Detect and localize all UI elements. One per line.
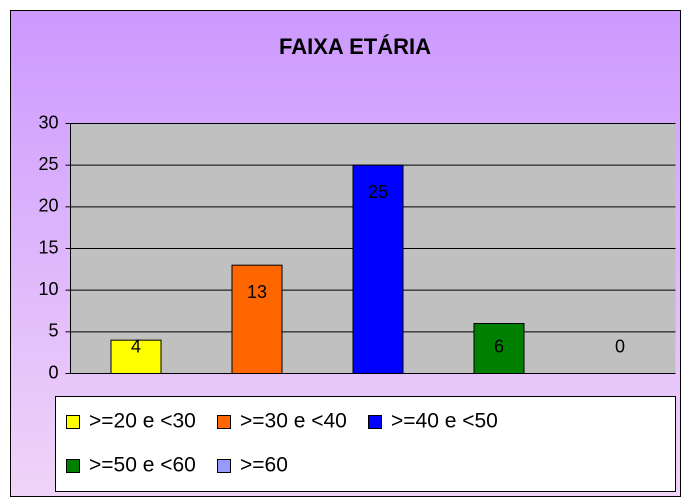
y-tick-label: 5 xyxy=(48,321,58,341)
bar xyxy=(352,164,404,374)
data-label: 4 xyxy=(131,336,141,356)
data-label: 13 xyxy=(247,282,267,302)
legend-swatch xyxy=(368,415,382,429)
y-tick-label: 30 xyxy=(38,112,58,132)
legend-box xyxy=(55,396,676,492)
y-tick-label: 15 xyxy=(38,237,58,257)
bar xyxy=(231,264,283,374)
chart-title: FAIXA ETÁRIA xyxy=(279,34,431,59)
y-tick-label: 0 xyxy=(48,362,58,382)
data-label: 25 xyxy=(368,182,388,202)
data-label: 0 xyxy=(615,336,625,356)
legend-swatch xyxy=(66,459,80,473)
data-label: 6 xyxy=(494,336,504,356)
legend-label: >=20 e <30 xyxy=(89,410,196,433)
y-tick-label: 25 xyxy=(38,154,58,174)
legend-swatch xyxy=(66,415,80,429)
legend-label: >=60 xyxy=(240,454,288,477)
legend-label: >=30 e <40 xyxy=(240,410,347,433)
y-tick-label: 10 xyxy=(38,279,58,299)
legend-swatch xyxy=(217,415,231,429)
bar xyxy=(110,339,162,374)
legend-label: >=50 e <60 xyxy=(89,454,196,477)
legend-label: >=40 e <50 xyxy=(391,410,498,433)
legend-swatch xyxy=(217,459,231,473)
bar xyxy=(473,323,525,374)
y-tick-label: 20 xyxy=(38,196,58,216)
